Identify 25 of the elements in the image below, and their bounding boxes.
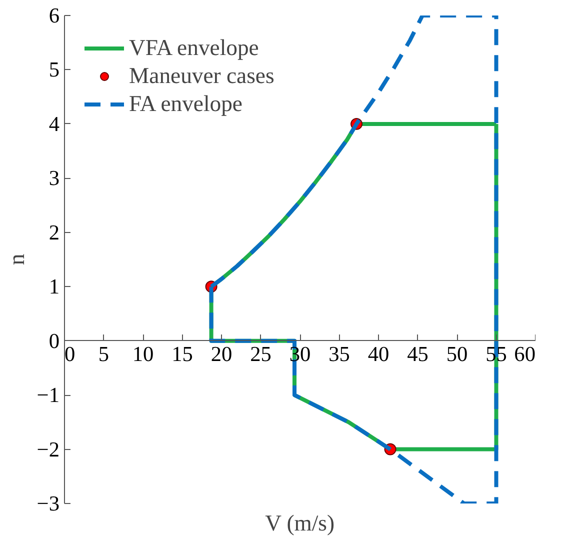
x-tick-label: 40 [368,342,390,366]
y-tick-label: −1 [36,383,60,408]
x-tick-label: 5 [98,342,110,366]
y-tick-label: 4 [48,112,60,136]
x-tick-label: 35 [328,342,350,366]
x-tick-label: 45 [407,342,428,366]
x-tick-label: 10 [132,342,154,366]
y-tick-label: 3 [48,166,60,190]
y-tick-label: 2 [48,220,60,244]
x-axis-title: V (m/s) [265,510,335,536]
x-tick-label: 20 [210,342,232,366]
y-tick-label: 1 [48,274,60,299]
legend-label: FA envelope [129,91,242,117]
y-tick-label: −2 [36,437,60,462]
x-tick-label: 25 [250,342,272,366]
y-tick-label: −3 [36,492,60,516]
x-tick-label: 15 [172,342,193,366]
x-tick-label: 60 [514,342,536,366]
x-tick-label: 0 [64,342,76,366]
x-tick-label: 50 [446,342,468,366]
y-tick-label: 5 [48,58,60,82]
y-axis-title: n [4,254,29,266]
legend-label: VFA envelope [129,35,259,61]
y-tick-label: 6 [48,4,60,28]
legend-label: Maneuver cases [129,63,274,89]
